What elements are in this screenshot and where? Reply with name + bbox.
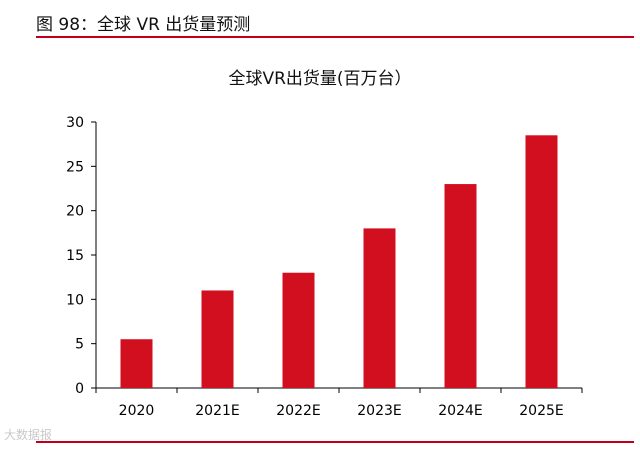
figure-title: 图 98：全球 VR 出货量预测 bbox=[36, 15, 251, 35]
x-tick-label: 2023E bbox=[357, 403, 401, 419]
bar-2025E bbox=[525, 135, 558, 388]
bottom-rule bbox=[36, 441, 634, 443]
x-tick-label: 2024E bbox=[438, 403, 482, 419]
bar-2023E bbox=[363, 228, 396, 388]
x-tick-label: 2021E bbox=[195, 403, 239, 419]
y-tick-label: 30 bbox=[66, 115, 84, 131]
bar-2020 bbox=[120, 339, 153, 388]
y-tick-label: 25 bbox=[66, 159, 84, 175]
x-tick-label: 2020 bbox=[119, 403, 155, 419]
x-tick-label: 2022E bbox=[276, 403, 320, 419]
bar-2021E bbox=[201, 290, 234, 388]
bar-2024E bbox=[444, 184, 477, 388]
y-tick-label: 5 bbox=[75, 337, 84, 353]
y-tick-label: 20 bbox=[66, 204, 84, 220]
y-tick-label: 15 bbox=[66, 248, 84, 264]
bar-2022E bbox=[282, 272, 315, 388]
x-tick-label: 2025E bbox=[519, 403, 563, 419]
top-rule bbox=[36, 36, 634, 38]
y-tick-label: 10 bbox=[66, 292, 84, 308]
figure-header: 图 98：全球 VR 出货量预测 bbox=[36, 6, 634, 36]
chart-title: 全球VR出货量(百万台） bbox=[228, 69, 412, 89]
watermark: 大数据报 bbox=[4, 428, 53, 442]
y-tick-label: 0 bbox=[75, 381, 84, 397]
